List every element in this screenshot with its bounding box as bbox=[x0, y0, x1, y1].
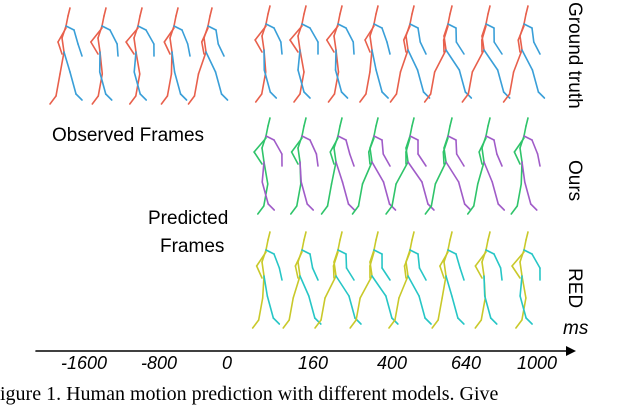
pose-red-predicted bbox=[314, 231, 362, 329]
tick-label: -800 bbox=[140, 353, 178, 373]
row-label-ours: Ours bbox=[564, 160, 585, 202]
predicted-frames-label-line2: Frames bbox=[160, 236, 225, 257]
predicted-frames-label-line1: Predicted bbox=[148, 208, 229, 229]
tick-label: 0 bbox=[221, 353, 233, 373]
pose-red-predicted bbox=[431, 231, 465, 329]
pose-ours-predicted bbox=[510, 117, 541, 215]
pose-red-predicted bbox=[511, 231, 541, 329]
pose-red-predicted bbox=[282, 231, 322, 329]
timeline-axis bbox=[35, 346, 576, 356]
pose-ours-predicted bbox=[320, 117, 356, 215]
row-label-ground-truth: Ground truth bbox=[564, 2, 585, 109]
pose-ours-predicted bbox=[289, 117, 319, 215]
pose-ours-predicted bbox=[253, 117, 283, 215]
tick-label: 640 bbox=[450, 353, 482, 373]
pose-ground-truth-predicted bbox=[461, 5, 511, 103]
observed-frames-label: Observed Frames bbox=[52, 125, 205, 146]
pose-ground-truth-predicted bbox=[423, 5, 473, 103]
pose-red-predicted bbox=[388, 231, 432, 329]
pose-ground-truth-observed bbox=[160, 7, 191, 105]
pose-ground-truth-predicted bbox=[502, 5, 546, 103]
pose-ours-predicted bbox=[424, 117, 472, 215]
figure-caption: igure 1. Human motion prediction with di… bbox=[0, 383, 499, 405]
pose-ours-predicted bbox=[385, 117, 435, 215]
pose-ground-truth-predicted bbox=[389, 5, 431, 103]
row-label-red: RED bbox=[564, 268, 585, 309]
tick-label: 160 bbox=[297, 353, 329, 373]
pose-ground-truth-predicted bbox=[289, 5, 319, 103]
pose-ground-truth-observed bbox=[49, 7, 83, 105]
tick-label: 400 bbox=[376, 353, 408, 373]
pose-ground-truth-predicted bbox=[254, 5, 283, 103]
pose-red-predicted bbox=[251, 231, 283, 329]
pose-ground-truth-predicted bbox=[325, 5, 355, 103]
pose-ground-truth-observed bbox=[187, 7, 229, 105]
pose-red-predicted bbox=[474, 231, 503, 329]
pose-ground-truth-observed bbox=[125, 7, 155, 105]
pose-ground-truth-observed bbox=[90, 7, 119, 105]
tick-label: -1600 bbox=[60, 353, 108, 373]
pose-red-predicted bbox=[349, 231, 399, 329]
pose-ours-predicted bbox=[466, 117, 506, 215]
time-unit-label: ms bbox=[563, 318, 589, 339]
tick-label: 1000 bbox=[516, 353, 558, 373]
pose-ground-truth-predicted bbox=[359, 5, 391, 103]
pose-ours-predicted bbox=[351, 117, 397, 215]
